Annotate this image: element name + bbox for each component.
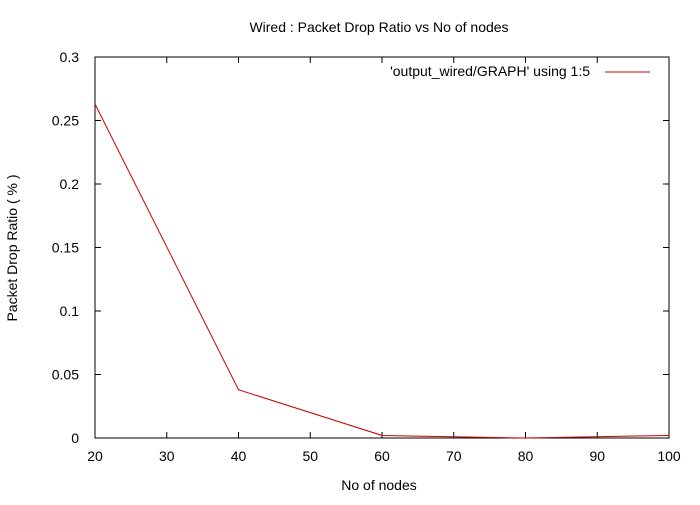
series-line bbox=[94, 103, 670, 439]
data-point bbox=[524, 437, 527, 439]
y-ticks: 0 0.05 0.1 0.15 0.2 0.25 0.3 bbox=[52, 49, 669, 446]
y-tick-label: 0.1 bbox=[60, 303, 80, 319]
y-tick-label: 0.05 bbox=[52, 367, 79, 383]
y-tick-label: 0.15 bbox=[52, 240, 79, 256]
data-point bbox=[237, 389, 240, 391]
x-tick-label: 50 bbox=[302, 448, 318, 464]
y-tick-label: 0.3 bbox=[60, 49, 80, 65]
data-point bbox=[381, 434, 383, 437]
x-tick-label: 80 bbox=[518, 448, 534, 464]
x-tick-label: 100 bbox=[657, 448, 681, 464]
x-tick-label: 30 bbox=[159, 448, 175, 464]
data-point bbox=[668, 434, 670, 437]
x-tick-label: 20 bbox=[87, 448, 103, 464]
x-tick-label: 60 bbox=[374, 448, 390, 464]
y-tick-label: 0.25 bbox=[52, 113, 79, 129]
x-axis-label: No of nodes bbox=[341, 477, 417, 493]
legend: 'output_wired/GRAPH' using 1:5 bbox=[390, 63, 650, 79]
data-point bbox=[94, 103, 96, 105]
y-axis-label: Packet Drop Ratio ( % ) bbox=[4, 174, 20, 321]
x-tick-label: 70 bbox=[446, 448, 462, 464]
x-tick-label: 40 bbox=[231, 448, 247, 464]
series-layer bbox=[94, 103, 670, 439]
y-tick-label: 0 bbox=[71, 430, 79, 446]
chart-title: Wired : Packet Drop Ratio vs No of nodes bbox=[249, 19, 508, 35]
legend-label: 'output_wired/GRAPH' using 1:5 bbox=[390, 63, 590, 79]
plot-frame bbox=[94, 56, 670, 439]
x-ticks: 20 30 40 50 60 70 80 90 100 bbox=[87, 57, 681, 464]
y-tick-label: 0.2 bbox=[60, 176, 80, 192]
x-tick-label: 90 bbox=[589, 448, 605, 464]
